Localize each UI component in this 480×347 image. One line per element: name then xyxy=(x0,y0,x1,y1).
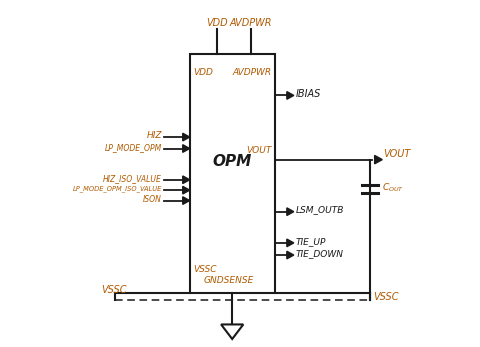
Text: HIZ: HIZ xyxy=(146,131,162,140)
Polygon shape xyxy=(287,239,294,247)
Text: VSSC: VSSC xyxy=(373,293,399,302)
Polygon shape xyxy=(287,251,294,259)
Polygon shape xyxy=(183,197,190,204)
Text: $C_{OUT}$: $C_{OUT}$ xyxy=(382,181,404,194)
Text: VDD: VDD xyxy=(206,18,228,28)
Polygon shape xyxy=(183,176,190,184)
Bar xyxy=(190,54,275,293)
Polygon shape xyxy=(374,155,382,164)
Text: LSM_OUTB: LSM_OUTB xyxy=(296,205,344,214)
Text: TIE_DOWN: TIE_DOWN xyxy=(296,249,344,258)
Text: IBIAS: IBIAS xyxy=(296,89,321,99)
Text: VOUT: VOUT xyxy=(247,146,272,155)
Text: VSSC: VSSC xyxy=(193,265,216,274)
Text: GNDSENSE: GNDSENSE xyxy=(204,276,254,285)
Polygon shape xyxy=(183,133,190,141)
Text: AVDPWR: AVDPWR xyxy=(229,18,272,28)
Polygon shape xyxy=(287,208,294,215)
Text: OPM: OPM xyxy=(213,154,252,169)
Text: LP_MODE_OPM: LP_MODE_OPM xyxy=(105,143,162,152)
Polygon shape xyxy=(287,92,294,99)
Text: TIE_UP: TIE_UP xyxy=(296,237,326,246)
Text: ISON: ISON xyxy=(143,195,162,204)
Polygon shape xyxy=(183,186,190,194)
Text: VOUT: VOUT xyxy=(384,150,411,159)
Text: HIZ_ISO_VALUE: HIZ_ISO_VALUE xyxy=(103,174,162,183)
Text: LP_MODE_OPM_ISO_VALUE: LP_MODE_OPM_ISO_VALUE xyxy=(72,185,162,192)
Text: AVDPWR: AVDPWR xyxy=(232,68,271,77)
Text: VSSC: VSSC xyxy=(101,285,127,295)
Polygon shape xyxy=(183,145,190,152)
Text: VDD: VDD xyxy=(193,68,213,77)
